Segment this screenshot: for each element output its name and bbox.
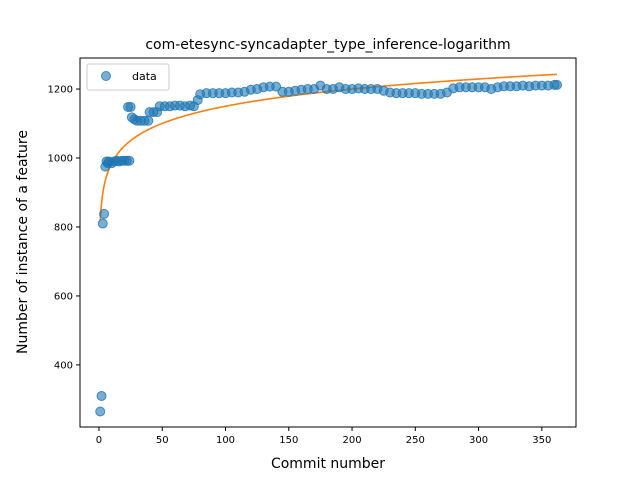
y-axis: 400 600 800 1000 1200 xyxy=(48,85,80,371)
x-tick-label: 250 xyxy=(406,435,425,446)
y-axis-label: Number of instance of a feature xyxy=(15,130,31,354)
x-axis-label: Commit number xyxy=(271,456,385,472)
y-tick-label: 600 xyxy=(54,291,73,302)
x-tick-label: 150 xyxy=(279,435,298,446)
legend-box xyxy=(86,63,170,91)
data-point xyxy=(143,115,154,126)
y-tick-label: 1200 xyxy=(48,85,73,96)
data-point xyxy=(96,390,107,401)
x-tick-label: 200 xyxy=(342,435,361,446)
x-tick-label: 100 xyxy=(216,435,235,446)
plot-frame xyxy=(79,57,577,428)
legend-marker-data xyxy=(101,71,111,81)
y-tick-label: 1000 xyxy=(48,154,73,165)
data-point xyxy=(271,81,282,92)
data-point xyxy=(95,406,106,417)
legend-label-data: data xyxy=(132,70,157,83)
data-points-layer xyxy=(95,79,563,417)
x-tick-label: 0 xyxy=(96,435,102,446)
data-point xyxy=(125,101,136,112)
data-point xyxy=(99,208,110,219)
x-tick-label: 300 xyxy=(469,435,488,446)
data-point xyxy=(124,155,135,166)
x-tick-label: 350 xyxy=(532,435,551,446)
chart-title: com-etesync-syncadapter_type_inference-l… xyxy=(145,37,510,53)
y-tick-label: 400 xyxy=(54,360,73,371)
x-axis: 0 50 100 150 200 250 300 350 xyxy=(96,427,551,446)
x-tick-label: 50 xyxy=(156,435,169,446)
legend: data xyxy=(86,63,170,91)
y-tick-label: 800 xyxy=(54,222,73,233)
data-point xyxy=(97,218,108,229)
data-point xyxy=(552,79,563,90)
plot-area xyxy=(95,73,563,417)
